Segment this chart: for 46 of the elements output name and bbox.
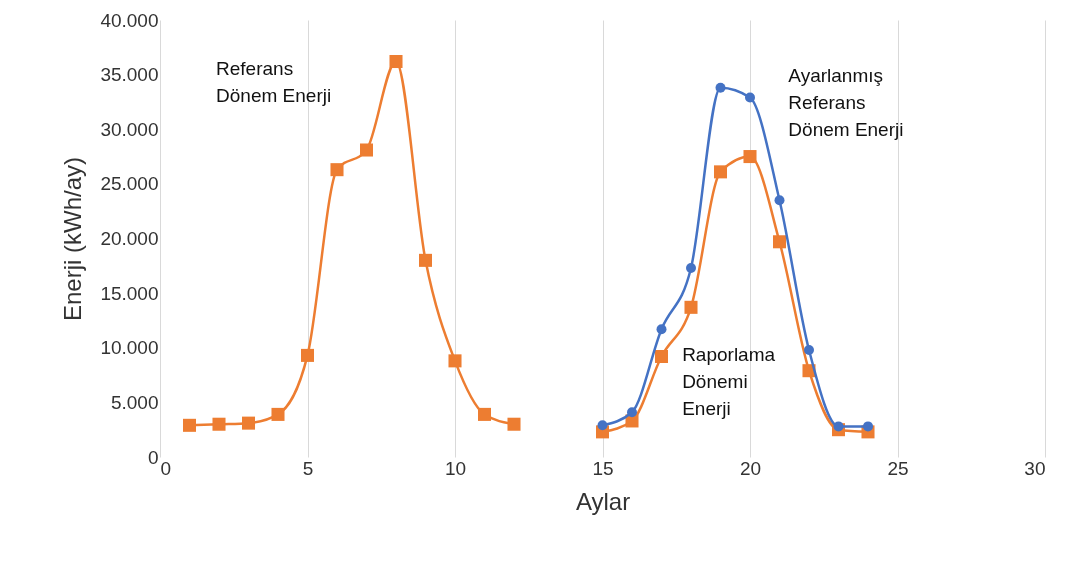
y-tick-label: 30.000: [100, 118, 159, 140]
x-tick-label: 20: [739, 457, 762, 479]
y-tick-label: 20.000: [100, 228, 159, 249]
point: [418, 253, 433, 267]
y-tick-label: 35.000: [100, 64, 159, 86]
point: [863, 421, 873, 432]
point: [507, 417, 521, 431]
point: [833, 421, 844, 432]
point: [359, 143, 374, 157]
point: [627, 407, 637, 418]
point: [772, 235, 787, 249]
y-tick-label: 15.000: [100, 282, 159, 304]
x-axis-title: Aylar: [575, 487, 631, 515]
point: [300, 348, 315, 362]
point: [271, 407, 285, 421]
x-tick-label: 15: [592, 457, 614, 479]
point: [389, 55, 403, 69]
point: [656, 324, 667, 335]
point: [684, 300, 698, 314]
point: [713, 165, 728, 179]
point: [654, 349, 669, 364]
point: [182, 418, 197, 432]
point: [241, 416, 256, 430]
x-tick-label: 30: [1024, 457, 1046, 479]
point: [686, 263, 696, 273]
point: [597, 420, 608, 431]
point: [448, 354, 462, 368]
point: [330, 163, 344, 177]
series-label: Raporlama Dönemi Enerji: [682, 343, 776, 419]
x-tick-label: 5: [302, 457, 314, 479]
x-tick-label: 10: [444, 457, 467, 479]
point: [477, 407, 492, 421]
point: [804, 344, 814, 355]
x-tick-label: 25: [887, 457, 909, 479]
point: [715, 82, 726, 93]
point: [745, 92, 755, 103]
y-tick-label: 25.000: [100, 173, 159, 195]
point: [743, 150, 757, 164]
point: [774, 195, 785, 206]
y-tick-label: 10.000: [100, 337, 159, 359]
y-tick-label: 40.000: [100, 9, 159, 31]
y-tick-label: 5.000: [110, 391, 159, 413]
text: Referans Dönem Enerji: [216, 58, 332, 107]
point: [212, 417, 226, 431]
series-label: Ayarlanmış Referans Dönem Enerji: [788, 64, 904, 140]
y-axis-title: Enerji (kWh/ay): [59, 156, 87, 322]
